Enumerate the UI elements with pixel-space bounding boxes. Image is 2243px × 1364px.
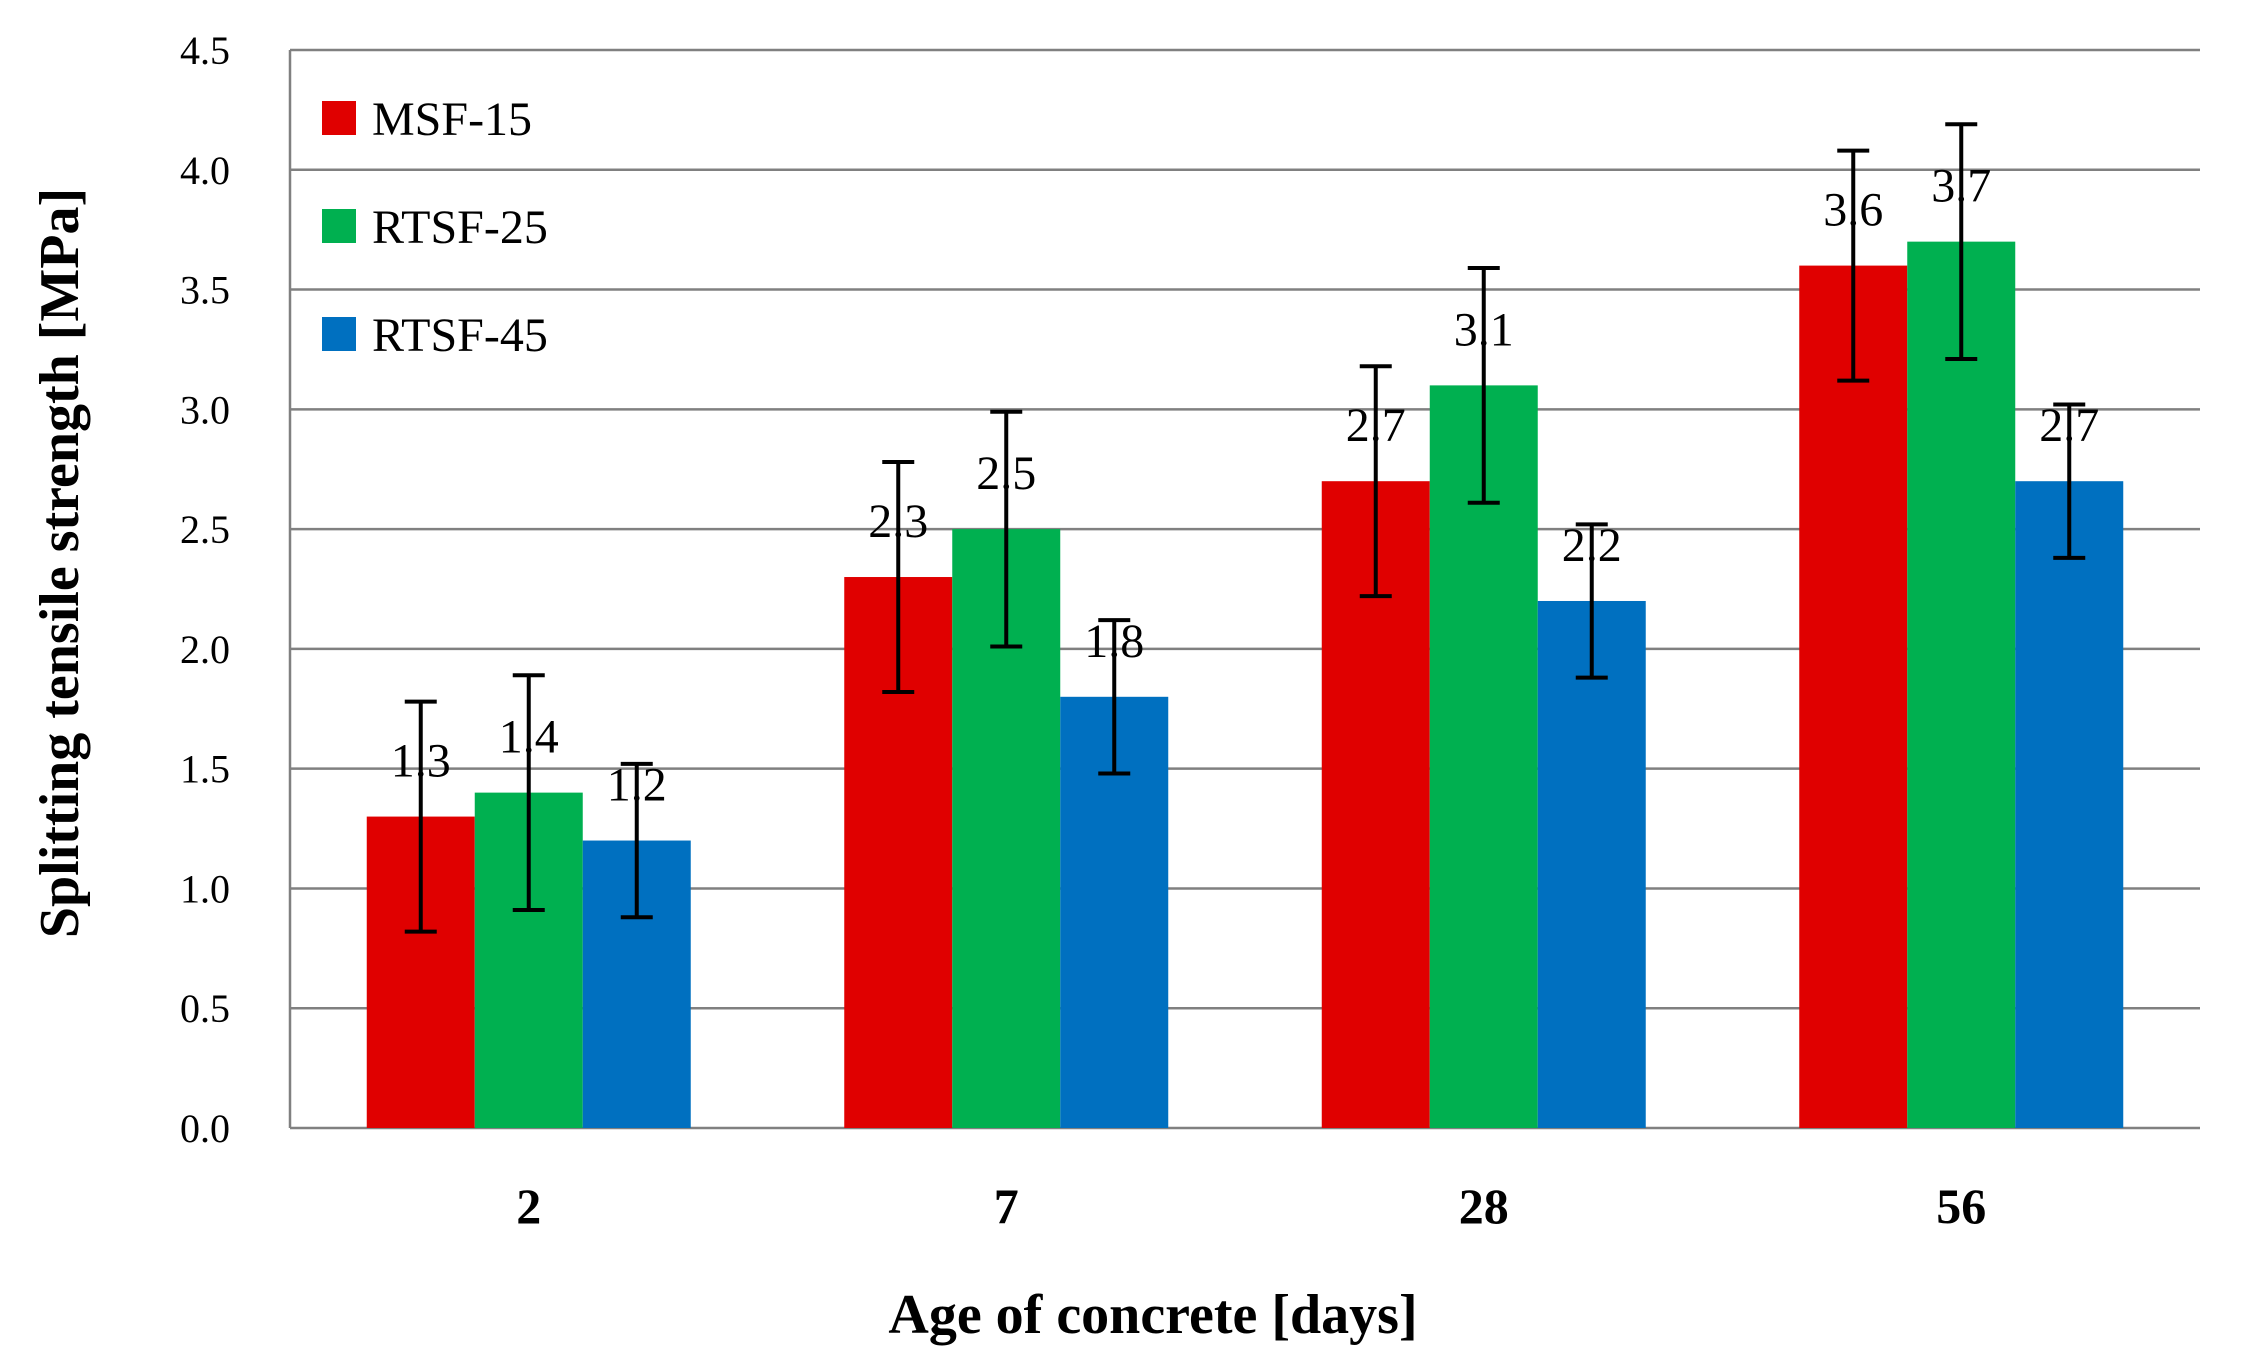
- bar-rtsf-45-56: [2015, 481, 2124, 1128]
- y-tick-label: 2.0: [180, 627, 230, 672]
- data-label-rtsf-25-56: 3.7: [1931, 160, 1991, 213]
- error-bars: [404, 122, 2086, 934]
- data-label-msf-15-28: 2.7: [1346, 399, 1406, 452]
- data-label-msf-15-56: 3.6: [1823, 184, 1883, 237]
- data-label-rtsf-25-7: 2.5: [976, 447, 1036, 500]
- y-tick-label: 3.0: [180, 387, 230, 432]
- y-tick-label: 0.5: [180, 986, 230, 1031]
- legend-swatch-rtsf-45: [322, 317, 356, 351]
- legend-label-rtsf-45: RTSF-45: [372, 309, 548, 362]
- y-tick-label: 4.5: [180, 28, 230, 73]
- y-axis-title: Splitting tensile strength [MPa]: [29, 188, 91, 938]
- y-tick-label: 0.0: [180, 1106, 230, 1151]
- bar-rtsf-45-28: [1537, 600, 1646, 1128]
- legend-swatch-rtsf-25: [322, 209, 356, 243]
- y-tick-label: 3.5: [180, 268, 230, 313]
- data-label-rtsf-45-2: 1.2: [607, 759, 667, 812]
- x-tick-label: 56: [1936, 1178, 1986, 1234]
- data-label-rtsf-45-28: 2.2: [1562, 519, 1622, 572]
- x-tick-label: 28: [1459, 1178, 1509, 1234]
- data-label-msf-15-2: 1.3: [391, 735, 451, 788]
- bar-rtsf-25-56: [1907, 241, 2016, 1129]
- bar-rtsf-25-28: [1429, 385, 1538, 1128]
- data-label-rtsf-25-28: 3.1: [1454, 303, 1514, 356]
- data-label-rtsf-25-2: 1.4: [499, 711, 559, 764]
- legend: MSF-15 RTSF-25 RTSF-45: [322, 93, 548, 362]
- legend-label-rtsf-25: RTSF-25: [372, 201, 548, 254]
- x-axis-title: Age of concrete [days]: [888, 1284, 1417, 1346]
- bars: [366, 241, 2124, 1129]
- x-tick-label: 2: [516, 1178, 541, 1234]
- y-tick-label: 1.5: [180, 747, 230, 792]
- y-tick-label: 1.0: [180, 866, 230, 911]
- data-labels: 1.3 1.4 1.2 2.3 2.5 1.8 2.7 3.1 2.2 3.6 3.7 2.7: [391, 160, 2100, 812]
- y-tick-label: 4.0: [180, 148, 230, 193]
- legend-swatch-msf-15: [322, 101, 356, 135]
- bar-msf-15-56: [1799, 265, 1908, 1129]
- data-label-rtsf-45-7: 1.8: [1084, 615, 1144, 668]
- legend-label-msf-15: MSF-15: [372, 93, 532, 146]
- axis-ticks: 0.0 0.5 1.0 1.5 2.0 2.5 3.0 3.5 4.0 4.5 2 7 28 56: [180, 28, 1986, 1234]
- data-label-msf-15-7: 2.3: [868, 495, 928, 548]
- y-tick-label: 2.5: [180, 507, 230, 552]
- data-label-rtsf-45-56: 2.7: [2039, 399, 2099, 452]
- x-tick-label: 7: [994, 1178, 1019, 1234]
